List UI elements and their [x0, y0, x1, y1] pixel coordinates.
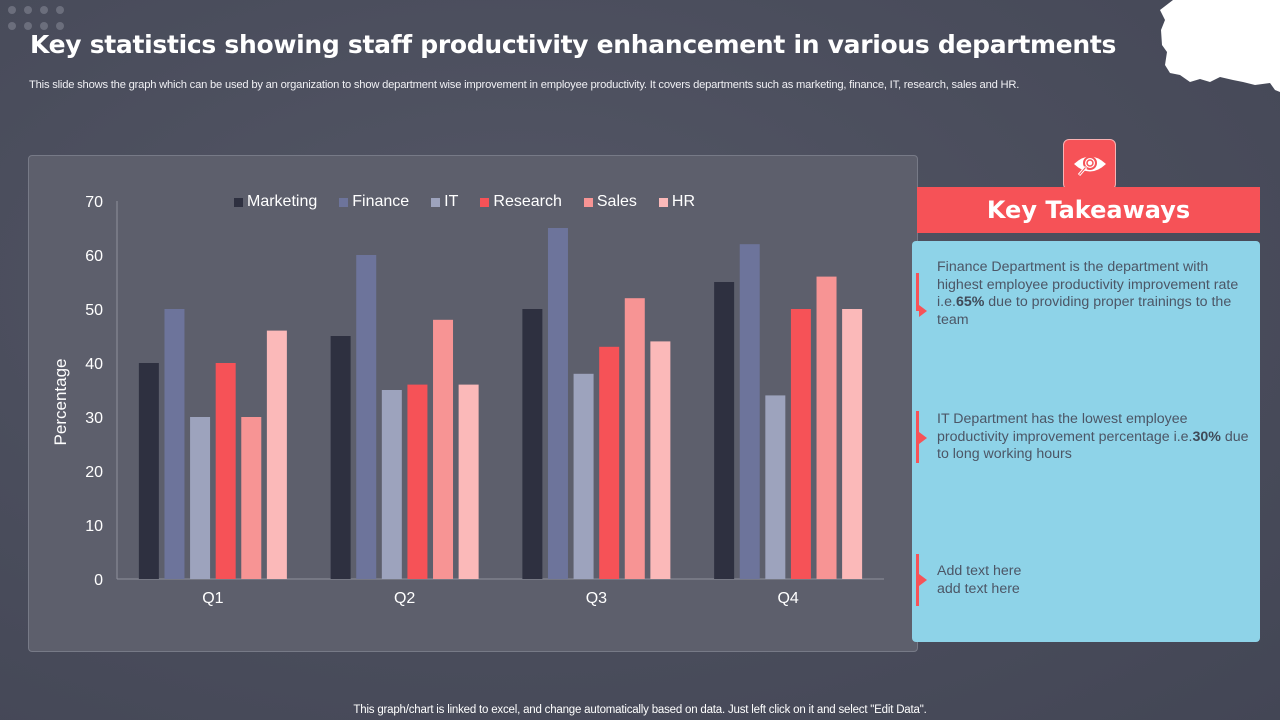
- legend-label: Marketing: [247, 193, 318, 210]
- y-tick-label: 50: [85, 302, 103, 319]
- arrow-right-icon: [919, 432, 927, 444]
- bar-finance-q4: [739, 244, 760, 579]
- bar-research-q4: [790, 309, 811, 579]
- corner-brush-shape: [1160, 0, 1280, 92]
- bar-hr-q3: [650, 341, 671, 579]
- bar-sales-q1: [241, 417, 262, 579]
- bar-finance-q2: [356, 255, 377, 579]
- x-tick-label: Q3: [586, 590, 607, 607]
- takeaway-marker: [916, 411, 919, 463]
- key-takeaways-panel: Finance Department is the department wit…: [912, 241, 1260, 642]
- y-tick-label: 60: [85, 248, 103, 265]
- legend-swatch: [234, 197, 243, 207]
- bar-hr-q2: [458, 384, 479, 579]
- y-tick-label: 30: [85, 410, 103, 427]
- y-tick-label: 40: [85, 356, 103, 373]
- chart-legend: Marketing Finance IT Research Sales HR: [234, 193, 695, 211]
- takeaway-text: IT Department has the lowest employee pr…: [937, 411, 1249, 462]
- takeaway-text: Finance Department is the department wit…: [937, 259, 1239, 328]
- x-tick-label: Q2: [394, 590, 415, 607]
- y-tick-label: 70: [85, 194, 103, 211]
- arrow-right-icon: [919, 305, 927, 317]
- takeaway-marker: [916, 273, 919, 311]
- bar-marketing-q3: [522, 309, 543, 579]
- legend-item: HR: [658, 193, 696, 211]
- y-tick-label: 0: [94, 572, 103, 589]
- bar-marketing-q2: [330, 336, 351, 579]
- legend-item: Sales: [583, 193, 637, 211]
- decorative-dots: [8, 6, 64, 30]
- takeaway-marker: [916, 554, 919, 606]
- bar-hr-q1: [266, 330, 287, 579]
- legend-item: IT: [431, 193, 458, 211]
- legend-item: Research: [480, 193, 562, 211]
- x-tick-label: Q4: [777, 590, 798, 607]
- legend-swatch: [431, 197, 441, 207]
- legend-swatch: [658, 197, 668, 207]
- slide-subtitle: This slide shows the graph which can be …: [29, 79, 1020, 91]
- legend-label: HR: [671, 193, 696, 210]
- bar-research-q3: [599, 346, 620, 579]
- key-takeaways-icon-box: [1063, 139, 1116, 190]
- slide-title: Key statistics showing staff productivit…: [30, 30, 1117, 59]
- bar-hr-q4: [842, 309, 863, 579]
- bar-it-q1: [190, 417, 211, 579]
- bar-sales-q2: [433, 319, 454, 579]
- bar-it-q4: [765, 395, 786, 579]
- bar-research-q1: [215, 363, 236, 579]
- bar-sales-q3: [624, 298, 645, 579]
- legend-label: IT: [444, 193, 459, 210]
- legend-item: Finance: [339, 193, 409, 211]
- bar-research-q2: [407, 384, 428, 579]
- legend-swatch: [339, 197, 349, 207]
- eye-magnifier-icon: [1073, 155, 1106, 176]
- bar-it-q3: [573, 373, 594, 579]
- y-axis-label: Percentage: [51, 359, 70, 446]
- x-tick-label: Q1: [202, 590, 223, 607]
- key-takeaways-heading: Key Takeaways: [917, 187, 1260, 233]
- legend-label: Research: [493, 193, 562, 210]
- chart-panel[interactable]: 0 10 20 30 40 50 60 70 Percentage Q1 Q2 Q3 Q4 Market…: [28, 155, 918, 652]
- legend-label: Finance: [352, 193, 410, 210]
- bar-finance-q3: [547, 228, 568, 579]
- legend-label: Sales: [596, 193, 637, 210]
- arrow-right-icon: [919, 574, 927, 586]
- legend-item: Marketing: [234, 193, 317, 211]
- bar-chart: 0 10 20 30 40 50 60 70 Percentage Q1 Q2 Q3 Q4: [51, 194, 884, 607]
- bar-marketing-q4: [714, 282, 735, 579]
- legend-swatch: [480, 197, 490, 207]
- y-tick-label: 20: [85, 464, 103, 481]
- footer-note: This graph/chart is linked to excel, and…: [353, 704, 927, 716]
- bar-it-q2: [381, 390, 402, 579]
- bar-sales-q4: [816, 276, 837, 579]
- takeaway-text: Add text here add text here: [937, 563, 1022, 597]
- bar-finance-q1: [164, 309, 185, 579]
- bar-marketing-q1: [138, 363, 159, 579]
- y-tick-label: 10: [85, 518, 103, 535]
- legend-swatch: [583, 197, 593, 207]
